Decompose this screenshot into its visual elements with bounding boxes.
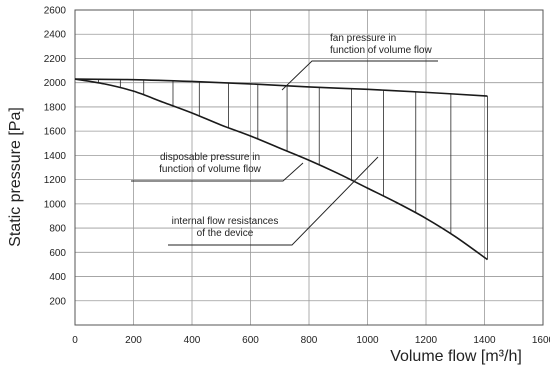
x-tick-label: 400 bbox=[184, 335, 201, 346]
x-tick-label: 1200 bbox=[415, 335, 438, 346]
y-tick-label: 2000 bbox=[44, 78, 67, 89]
x-tick-label: 1000 bbox=[356, 335, 379, 346]
y-tick-label: 600 bbox=[49, 248, 66, 259]
x-tick-label: 0 bbox=[72, 335, 78, 346]
y-tick-label: 1200 bbox=[44, 175, 67, 186]
y-tick-label: 1400 bbox=[44, 151, 67, 162]
y-tick-label: 200 bbox=[49, 296, 66, 307]
y-tick-label: 1800 bbox=[44, 102, 67, 113]
y-tick-label: 2200 bbox=[44, 54, 67, 65]
y-tick-labels: 200 400 600 800 1000 1200 1400 1600 1800 2000 2200… bbox=[44, 6, 67, 308]
annotation-text: function of volume flow bbox=[159, 164, 261, 175]
annotation-leader-line bbox=[131, 162, 304, 182]
y-axis-label: Static pressure [Pa] bbox=[7, 107, 24, 247]
curves bbox=[74, 78, 488, 261]
y-tick-label: 2400 bbox=[44, 30, 67, 41]
annotation-text: function of volume flow bbox=[330, 45, 432, 56]
x-tick-label: 200 bbox=[125, 335, 142, 346]
plot-border bbox=[74, 9, 544, 326]
annotation-text: disposable pressure in bbox=[160, 152, 260, 163]
y-tick-label: 1600 bbox=[44, 127, 67, 138]
x-tick-label: 1600 bbox=[532, 335, 550, 346]
y-tick-label: 800 bbox=[49, 224, 66, 235]
grid bbox=[74, 9, 544, 326]
fan-pressure-curve bbox=[74, 78, 488, 97]
annotation-text: fan pressure in bbox=[330, 33, 396, 44]
x-tick-label: 1400 bbox=[473, 335, 496, 346]
annotation-text: internal flow resistances bbox=[172, 216, 279, 227]
y-tick-label: 1000 bbox=[44, 199, 67, 210]
disposable-pressure-curve bbox=[74, 78, 488, 261]
annotation-text: of the device bbox=[197, 228, 254, 239]
x-axis-label: Volume flow [m³/h] bbox=[390, 348, 522, 365]
x-tick-label: 600 bbox=[242, 335, 259, 346]
x-tick-labels: 0 200 400 600 800 1000 1200 1400 1600 bbox=[72, 335, 550, 346]
annotation-leader-line bbox=[168, 156, 379, 246]
annotation-leader-line bbox=[281, 60, 438, 91]
y-tick-label: 2600 bbox=[44, 6, 67, 17]
y-tick-label: 400 bbox=[49, 272, 66, 283]
x-tick-label: 800 bbox=[301, 335, 318, 346]
hatch-lines bbox=[98, 79, 488, 260]
